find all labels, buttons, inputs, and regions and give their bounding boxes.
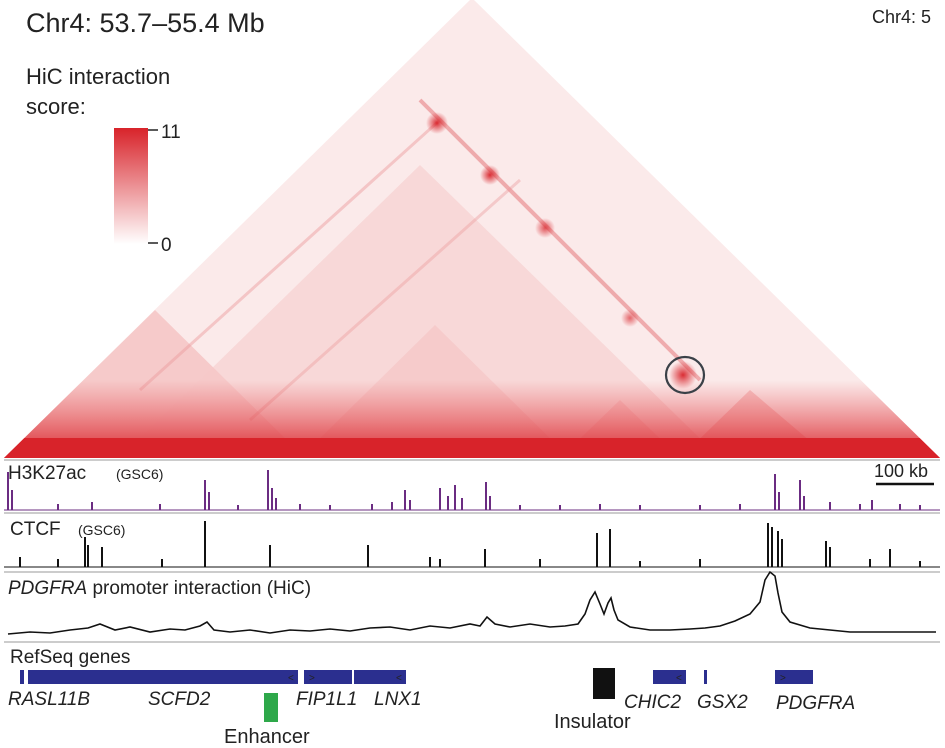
loop-dot xyxy=(535,218,555,238)
gene-body-chic2 xyxy=(653,670,686,684)
enhancer-label: Enhancer xyxy=(224,726,310,748)
gene-body-scfd2 xyxy=(28,670,298,684)
legend-min: 0 xyxy=(161,235,172,256)
loop-dot xyxy=(621,309,639,327)
h3k27ac-label: H3K27ac xyxy=(8,463,86,484)
gene-body-lnx1 xyxy=(354,670,406,684)
svg-text:<: < xyxy=(288,673,294,684)
diagonal-band-core xyxy=(4,438,940,458)
promoter-gene: PDGFRA xyxy=(8,578,87,599)
promoter-label: promoter interaction (HiC) xyxy=(87,578,311,599)
ctcf-signal xyxy=(4,521,940,568)
gene-body-gsx2 xyxy=(704,670,707,684)
h3k27ac-track: H3K27ac (GSC6) xyxy=(4,463,940,511)
gene-name: PDGFRA xyxy=(776,693,855,714)
svg-text:>: > xyxy=(309,673,315,684)
gene-name: SCFD2 xyxy=(148,689,211,710)
promoter-interaction-profile xyxy=(7,570,936,635)
promoter-interaction-track: PDGFRA promoter interaction (HiC) xyxy=(7,570,936,635)
ctcf-label: CTCF xyxy=(10,519,61,540)
svg-text:<: < xyxy=(396,673,402,684)
insulator-label: Insulator xyxy=(554,711,631,733)
refseq-track: RefSeq genes < > < < > RASL11B SCFD2 FIP… xyxy=(8,647,855,748)
interaction-stripe xyxy=(418,98,702,382)
loop-dot xyxy=(480,165,500,185)
ctcf-sample: (GSC6) xyxy=(78,522,125,538)
refseq-label: RefSeq genes xyxy=(10,647,130,668)
svg-text:>: > xyxy=(780,673,786,684)
legend-label-line1: HiC interaction xyxy=(26,64,170,89)
gene-name: LNX1 xyxy=(374,689,422,710)
gene-body-pdgfra xyxy=(775,670,813,684)
legend-max: 11 xyxy=(161,122,181,143)
gene-name: GSX2 xyxy=(697,692,748,713)
ctcf-track: CTCF (GSC6) xyxy=(4,519,940,568)
svg-text:<: < xyxy=(676,673,682,684)
scale-bar: 100 kb xyxy=(874,461,934,486)
legend-color-bar xyxy=(114,128,148,244)
scale-bar-label: 100 kb xyxy=(874,461,928,481)
gene-body-rasl11b xyxy=(20,670,24,684)
h3k27ac-sample: (GSC6) xyxy=(116,466,163,482)
promoter-interaction-label: PDGFRA promoter interaction (HiC) xyxy=(8,578,311,599)
gene-body-fip1l1 xyxy=(304,670,352,684)
hic-heatmap xyxy=(4,0,940,458)
score-legend: HiC interaction score: 11 0 xyxy=(26,64,181,256)
enhancer-marker xyxy=(264,693,278,722)
legend-label-line2: score: xyxy=(26,94,86,119)
gene-name: CHIC2 xyxy=(624,692,681,713)
insulator-marker xyxy=(593,668,615,699)
h3k27ac-signal xyxy=(4,470,940,511)
loop-dot xyxy=(426,112,448,134)
region-title: Chr4: 53.7–55.4 Mb xyxy=(26,8,265,38)
interaction-stripe xyxy=(138,118,442,392)
region-title-right: Chr4: 5 xyxy=(872,7,931,27)
highlighted-loop-circle xyxy=(664,355,706,395)
gene-name: FIP1L1 xyxy=(296,689,357,710)
gene-name: RASL11B xyxy=(8,689,90,710)
